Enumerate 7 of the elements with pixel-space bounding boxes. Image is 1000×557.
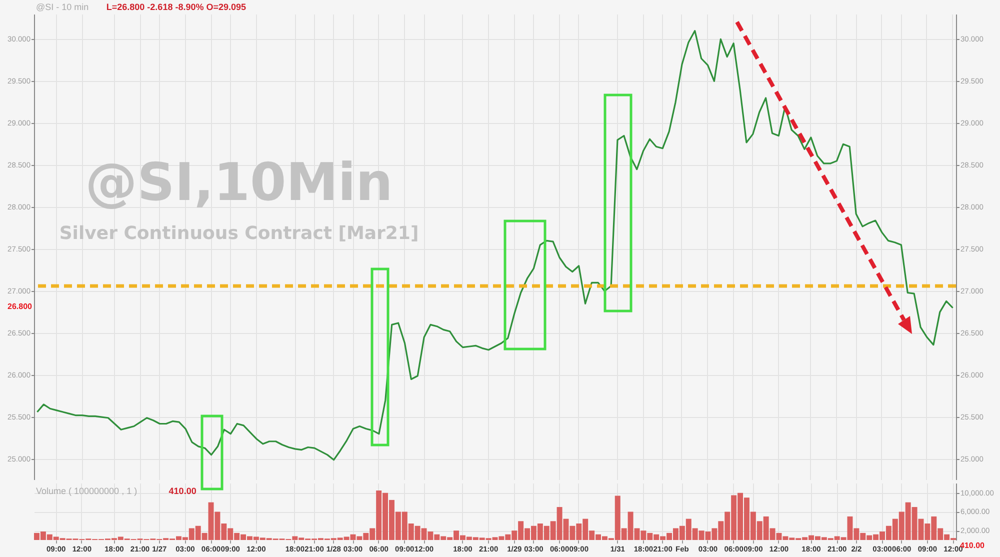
chart-title: @SI - 10 min xyxy=(36,2,89,12)
chart-subtitle: 410.00 xyxy=(168,486,196,496)
text: 410.00 xyxy=(960,541,986,550)
text: 26.800 xyxy=(8,302,33,311)
line-series xyxy=(36,30,954,461)
chart-subtitle: L=26.800 -2.618 -8.90% O=29.095 xyxy=(106,2,246,12)
chart-title: Volume ( 100000000 , 1 ) xyxy=(36,486,138,496)
